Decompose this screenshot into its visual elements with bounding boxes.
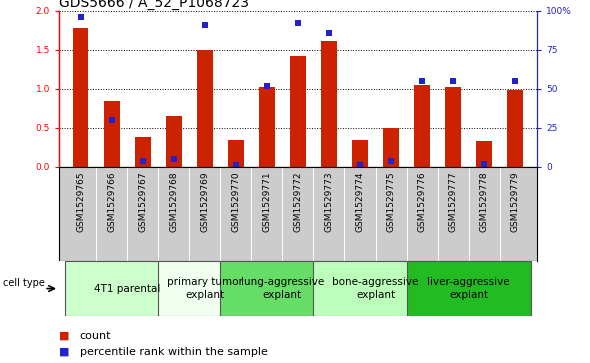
Text: 4T1 parental: 4T1 parental — [94, 284, 160, 294]
Text: ■: ■ — [59, 331, 70, 341]
Text: GSM1529768: GSM1529768 — [169, 172, 178, 232]
Bar — [65, 261, 189, 316]
Text: GSM1529766: GSM1529766 — [107, 172, 116, 232]
Text: cell type: cell type — [3, 278, 45, 288]
Bar — [73, 28, 88, 167]
Text: lung-aggressive
explant: lung-aggressive explant — [241, 277, 324, 300]
Text: GSM1529765: GSM1529765 — [76, 172, 85, 232]
Text: GSM1529771: GSM1529771 — [263, 172, 271, 232]
Bar — [445, 87, 461, 167]
Bar — [476, 141, 492, 167]
Bar — [221, 261, 345, 316]
Text: liver-aggressive
explant: liver-aggressive explant — [427, 277, 510, 300]
Bar — [414, 85, 430, 167]
Bar — [321, 41, 337, 167]
Text: count: count — [80, 331, 111, 341]
Bar — [104, 101, 120, 167]
Text: GSM1529778: GSM1529778 — [480, 172, 489, 232]
Text: GSM1529774: GSM1529774 — [356, 172, 365, 232]
Text: primary tumor
explant: primary tumor explant — [167, 277, 243, 300]
Bar — [228, 140, 244, 167]
Bar — [259, 87, 275, 167]
Text: GSM1529779: GSM1529779 — [511, 172, 520, 232]
Bar — [135, 137, 150, 167]
Text: GDS5666 / A_52_P1068723: GDS5666 / A_52_P1068723 — [59, 0, 249, 10]
Text: ■: ■ — [59, 347, 70, 357]
Bar — [290, 56, 306, 167]
Text: GSM1529775: GSM1529775 — [386, 172, 395, 232]
Text: GSM1529772: GSM1529772 — [293, 172, 303, 232]
Bar — [313, 261, 438, 316]
Text: GSM1529767: GSM1529767 — [138, 172, 148, 232]
Bar — [158, 261, 251, 316]
Bar — [166, 116, 182, 167]
Text: GSM1529770: GSM1529770 — [231, 172, 240, 232]
Bar — [384, 128, 399, 167]
Bar — [407, 261, 530, 316]
Bar — [507, 90, 523, 167]
Text: bone-aggressive
explant: bone-aggressive explant — [332, 277, 419, 300]
Text: percentile rank within the sample: percentile rank within the sample — [80, 347, 267, 357]
Bar — [197, 50, 212, 167]
Text: GSM1529769: GSM1529769 — [201, 172, 209, 232]
Text: GSM1529777: GSM1529777 — [448, 172, 458, 232]
Text: GSM1529776: GSM1529776 — [418, 172, 427, 232]
Text: GSM1529773: GSM1529773 — [324, 172, 333, 232]
Bar — [352, 140, 368, 167]
